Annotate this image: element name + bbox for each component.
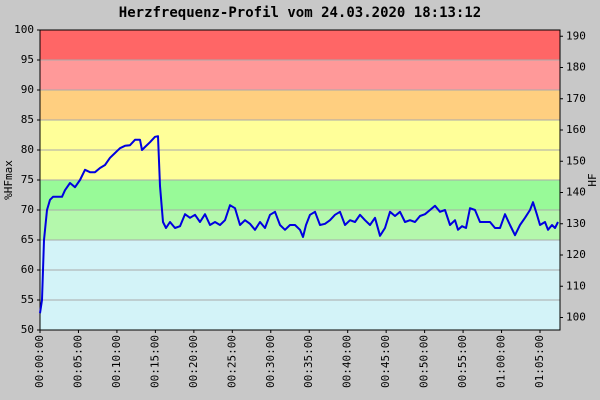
y-tick-label: 75 — [21, 173, 34, 186]
x-tick-label: 00:45:00 — [379, 335, 392, 388]
y-tick-label: 90 — [21, 83, 34, 96]
y-axis-title: %HFmax — [2, 160, 15, 200]
zone — [40, 60, 560, 90]
x-tick-label: 00:35:00 — [302, 335, 315, 388]
zone — [40, 30, 560, 60]
y2-tick-label: 130 — [566, 217, 586, 230]
y-tick-label: 55 — [21, 293, 34, 306]
y2-tick-label: 170 — [566, 92, 586, 105]
y-tick-label: 60 — [21, 263, 34, 276]
y-tick-label: 100 — [14, 23, 34, 36]
y-tick-label: 80 — [21, 143, 34, 156]
heart-rate-line — [39, 135, 559, 314]
y2-tick-label: 120 — [566, 248, 586, 261]
y2-tick-label: 180 — [566, 61, 586, 74]
x-tick-label: 00:50:00 — [418, 335, 431, 388]
x-tick-label: 01:00:00 — [495, 335, 508, 388]
x-tick-label: 00:30:00 — [264, 335, 277, 388]
plot-border — [39, 29, 561, 331]
y2-tick-label: 140 — [566, 186, 586, 199]
x-tick-label: 00:55:00 — [456, 335, 469, 388]
y2-tick-label: 150 — [566, 154, 586, 167]
x-tick-label: 00:25:00 — [225, 335, 238, 388]
zone — [40, 210, 560, 240]
chart-title: Herzfrequenz-Profil vom 24.03.2020 18:13… — [119, 5, 481, 21]
x-tick-label: 00:40:00 — [341, 335, 354, 388]
x-tick-label: 00:00:00 — [33, 335, 46, 388]
y-tick-label: 70 — [21, 203, 34, 216]
x-tick-label: 00:05:00 — [71, 335, 84, 388]
y2-tick-label: 160 — [566, 123, 586, 136]
zone — [40, 90, 560, 120]
x-tick-label: 00:20:00 — [187, 335, 200, 388]
y2-tick-label: 110 — [566, 279, 586, 292]
x-tick-label: 00:10:00 — [110, 335, 123, 388]
zone — [40, 180, 560, 210]
x-tick-label: 00:15:00 — [148, 335, 161, 388]
y2-axis-title: HF — [586, 173, 599, 186]
y-tick-label: 85 — [21, 113, 34, 126]
y2-tick-label: 190 — [566, 29, 586, 42]
x-tick-label: 01:05:00 — [533, 335, 546, 388]
y-tick-label: 50 — [21, 323, 34, 336]
y-tick-label: 65 — [21, 233, 34, 246]
zone — [40, 240, 560, 330]
y-tick-label: 95 — [21, 53, 34, 66]
y2-tick-label: 100 — [566, 311, 586, 324]
